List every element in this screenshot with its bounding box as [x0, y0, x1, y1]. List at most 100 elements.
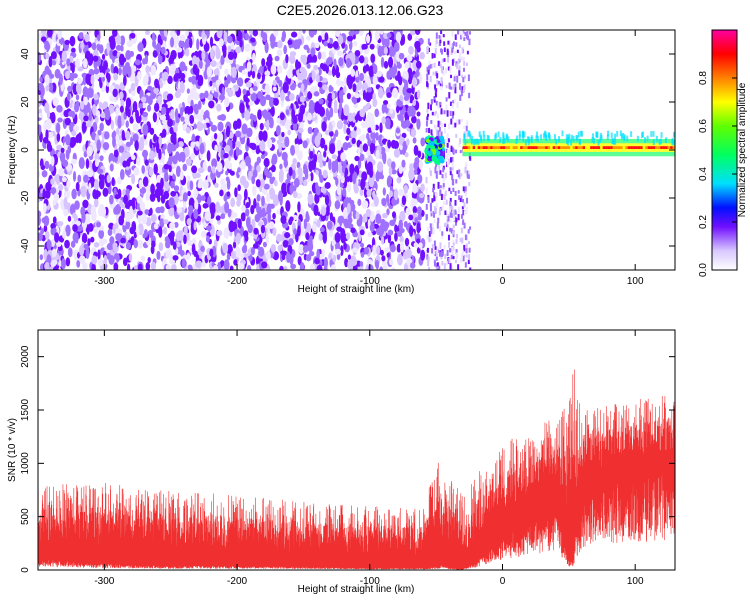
heatmap-cell: [419, 192, 425, 199]
heatmap-cell: [316, 102, 321, 115]
heatmap-cell: [328, 50, 333, 57]
heatmap-cell: [436, 79, 439, 86]
heatmap-cell: [39, 254, 44, 261]
heatmap-cell: [189, 37, 193, 49]
heatmap-cell: [592, 146, 596, 149]
heatmap-cell: [442, 193, 445, 198]
heatmap-cell: [409, 163, 414, 172]
heatmap-cell: [102, 141, 110, 151]
heatmap-cell: [386, 158, 392, 167]
heatmap-cell: [452, 209, 455, 217]
heatmap-cell: [164, 170, 169, 182]
heatmap-cell: [76, 259, 81, 268]
heatmap-cell: [258, 246, 265, 257]
heatmap-cell: [185, 126, 191, 134]
heatmap-cell: [435, 100, 438, 106]
heatmap-cell: [463, 133, 466, 140]
heatmap-cell: [224, 144, 231, 153]
heatmap-cell: [372, 92, 376, 102]
heatmap-cell: [246, 61, 252, 72]
heatmap-cell: [441, 205, 444, 211]
heatmap-cell: [120, 97, 125, 108]
heatmap-cell: [368, 65, 374, 78]
heatmap-cell: [54, 232, 60, 243]
heatmap-cell: [660, 132, 663, 138]
heatmap-cell: [464, 31, 467, 36]
heatmap-cell: [478, 131, 481, 138]
heatmap-cell: [464, 191, 467, 197]
heatmap-cell: [266, 138, 273, 149]
heatmap-cell: [450, 254, 453, 260]
heatmap-cell: [130, 82, 136, 92]
heatmap-cell: [346, 35, 354, 42]
heatmap-cell: [205, 235, 210, 243]
heatmap-cell: [131, 173, 136, 185]
heatmap-cell: [395, 128, 401, 134]
heatmap-cell: [123, 75, 127, 86]
heatmap-cell: [160, 194, 166, 204]
heatmap-cell: [180, 152, 186, 163]
heatmap-cell: [327, 42, 334, 49]
spectrogram-x-label: Height of straight line (km): [298, 284, 415, 295]
heatmap-cell: [219, 189, 224, 197]
heatmap-cell: [292, 123, 298, 131]
heatmap-cell: [131, 154, 136, 161]
heatmap-cell: [355, 211, 360, 220]
heatmap-cell: [414, 217, 419, 223]
heatmap-cell: [114, 207, 120, 215]
heatmap-cell: [462, 198, 465, 203]
heatmap-cell: [114, 194, 120, 200]
heatmap-cell: [369, 223, 375, 233]
heatmap-cell: [187, 264, 193, 270]
heatmap-cell: [242, 212, 246, 222]
heatmap-cell: [361, 44, 365, 50]
heatmap-cell: [272, 79, 277, 87]
snr-x-label: Height of straight line (km): [298, 584, 415, 595]
heatmap-cell: [223, 31, 228, 43]
heatmap-cell: [427, 196, 430, 203]
heatmap-cell: [230, 66, 237, 79]
heatmap-cell: [52, 266, 59, 270]
heatmap-cell: [455, 133, 458, 138]
heatmap-cell: [83, 174, 89, 183]
heatmap-cell: [411, 115, 417, 124]
heatmap-cell: [75, 94, 80, 101]
heatmap-cell: [212, 82, 217, 88]
heatmap-cell: [48, 56, 53, 68]
heatmap-cell: [272, 212, 276, 220]
heatmap-cell: [428, 127, 431, 134]
heatmap-cell: [280, 99, 285, 108]
heatmap-cell: [672, 146, 675, 149]
heatmap-cell: [386, 252, 390, 258]
heatmap-cell: [414, 157, 420, 165]
heatmap-cell: [132, 111, 137, 120]
heatmap-cell: [166, 93, 174, 101]
x-tick-label: 100: [627, 276, 644, 287]
heatmap-cell: [442, 69, 445, 76]
heatmap-cell: [131, 198, 136, 211]
heatmap-cell: [426, 247, 429, 253]
heatmap-cell: [109, 35, 116, 45]
heatmap-cell: [459, 237, 462, 243]
heatmap-cell: [446, 48, 449, 55]
heatmap-cell: [261, 58, 266, 67]
heatmap-cell: [43, 203, 47, 213]
heatmap-cell: [331, 239, 336, 247]
heatmap-cell: [211, 165, 216, 174]
heatmap-cell: [476, 138, 479, 145]
heatmap-cell: [112, 130, 117, 138]
heatmap-cell: [451, 59, 454, 66]
heatmap-cell: [147, 104, 152, 112]
heatmap-cell: [458, 169, 461, 173]
heatmap-cell: [96, 221, 101, 228]
heatmap-cell: [377, 45, 384, 57]
heatmap-cell: [276, 209, 282, 215]
heatmap-cell: [182, 192, 188, 202]
heatmap-cell: [144, 159, 149, 166]
heatmap-cell: [80, 41, 85, 50]
heatmap-cell: [577, 146, 581, 149]
heatmap-cell: [302, 54, 308, 65]
heatmap-cell: [309, 263, 316, 270]
heatmap-cell: [446, 142, 449, 148]
heatmap-cell: [134, 59, 141, 66]
